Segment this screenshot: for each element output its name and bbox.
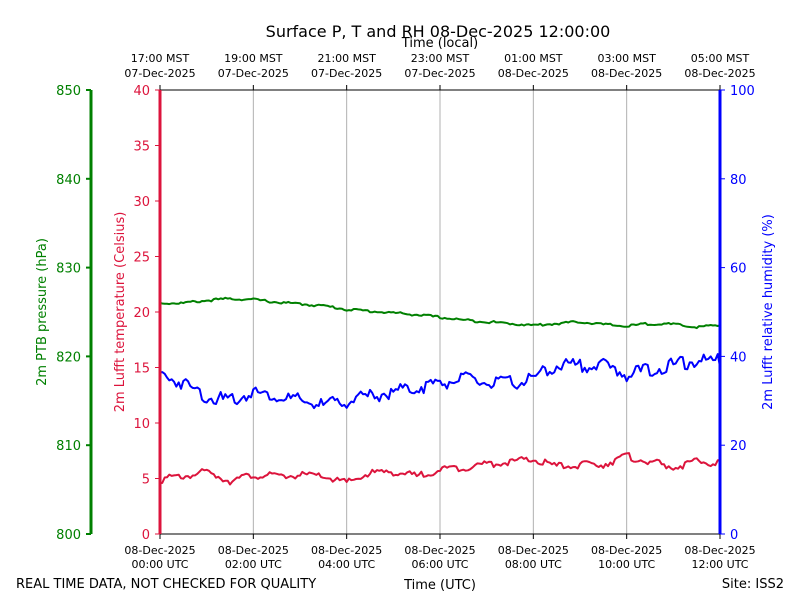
top-tick-date: 07-Dec-2025 [218,67,289,80]
humidity-axis-label: 2m Lufft relative humidity (%) [761,214,776,410]
temperature-tick-label: 15 [133,362,150,377]
data-series [159,296,721,486]
top-axis-label: Time (local) [401,36,478,51]
top-tick-time: 05:00 MST [691,52,750,65]
top-tick-time: 03:00 MST [597,52,656,65]
grid-lines [159,90,721,534]
temperature-tick-label: 25 [133,251,150,266]
bottom-tick-time: 00:00 UTC [131,558,188,571]
temperature-tick-label: 5 [142,473,150,488]
bottom-tick-time: 06:00 UTC [411,558,468,571]
bottom-tick-date: 08-Dec-2025 [124,544,195,557]
temperature-tick-label: 40 [133,84,150,99]
bottom-tick-date: 08-Dec-2025 [311,544,382,557]
pressure-axis-label: 2m PTB pressure (hPa) [35,238,50,386]
pressure-tick-label: 800 [56,528,81,543]
humidity-tick-label: 60 [730,262,747,277]
top-tick-date: 07-Dec-2025 [124,67,195,80]
pressure-tick-label: 840 [56,173,81,188]
temperature-tick-label: 0 [142,528,150,543]
temperature-tick-label: 30 [133,195,150,210]
bottom-tick-date: 08-Dec-2025 [218,544,289,557]
bottom-tick-time: 08:00 UTC [505,558,562,571]
temperature-line [159,452,721,486]
bottom-tick-time: 10:00 UTC [598,558,655,571]
temperature-tick-label: 35 [133,140,150,155]
temperature-tick-label: 20 [133,306,150,321]
bottom-tick-time: 12:00 UTC [691,558,748,571]
site-label: Site: ISS2 [722,577,784,592]
bottom-tick-date: 08-Dec-2025 [591,544,662,557]
top-tick-time: 19:00 MST [224,52,283,65]
temperature-axis-label: 2m Lufft temperature (Celsius) [113,212,128,413]
top-tick-date: 07-Dec-2025 [404,67,475,80]
bottom-tick-time: 02:00 UTC [225,558,282,571]
humidity-tick-label: 100 [730,84,755,99]
pressure-line [159,296,721,330]
chart-title: Surface P, T and RH 08-Dec-2025 12:00:00 [266,22,611,41]
bottom-tick-date: 08-Dec-2025 [684,544,755,557]
pressure-tick-label: 830 [56,262,81,277]
top-tick-time: 23:00 MST [411,52,470,65]
bottom-tick-date: 08-Dec-2025 [498,544,569,557]
bottom-tick-time: 04:00 UTC [318,558,375,571]
humidity-tick-label: 80 [730,173,747,188]
top-tick-time: 01:00 MST [504,52,563,65]
top-tick-date: 08-Dec-2025 [591,67,662,80]
top-tick-time: 17:00 MST [131,52,190,65]
top-tick-date: 08-Dec-2025 [498,67,569,80]
pressure-tick-label: 850 [56,84,81,99]
top-tick-date: 08-Dec-2025 [684,67,755,80]
plot-frame [89,89,722,535]
pressure-tick-label: 820 [56,350,81,365]
humidity-tick-label: 0 [730,528,738,543]
bottom-axis-label: Time (UTC) [403,578,476,593]
humidity-line [159,353,721,410]
top-tick-time: 21:00 MST [317,52,376,65]
bottom-tick-date: 08-Dec-2025 [404,544,475,557]
humidity-tick-label: 20 [730,439,747,454]
quality-note: REAL TIME DATA, NOT CHECKED FOR QUALITY [16,577,316,592]
top-tick-date: 07-Dec-2025 [311,67,382,80]
humidity-tick-label: 40 [730,350,747,365]
pressure-tick-label: 810 [56,439,81,454]
temperature-tick-label: 10 [133,417,150,432]
